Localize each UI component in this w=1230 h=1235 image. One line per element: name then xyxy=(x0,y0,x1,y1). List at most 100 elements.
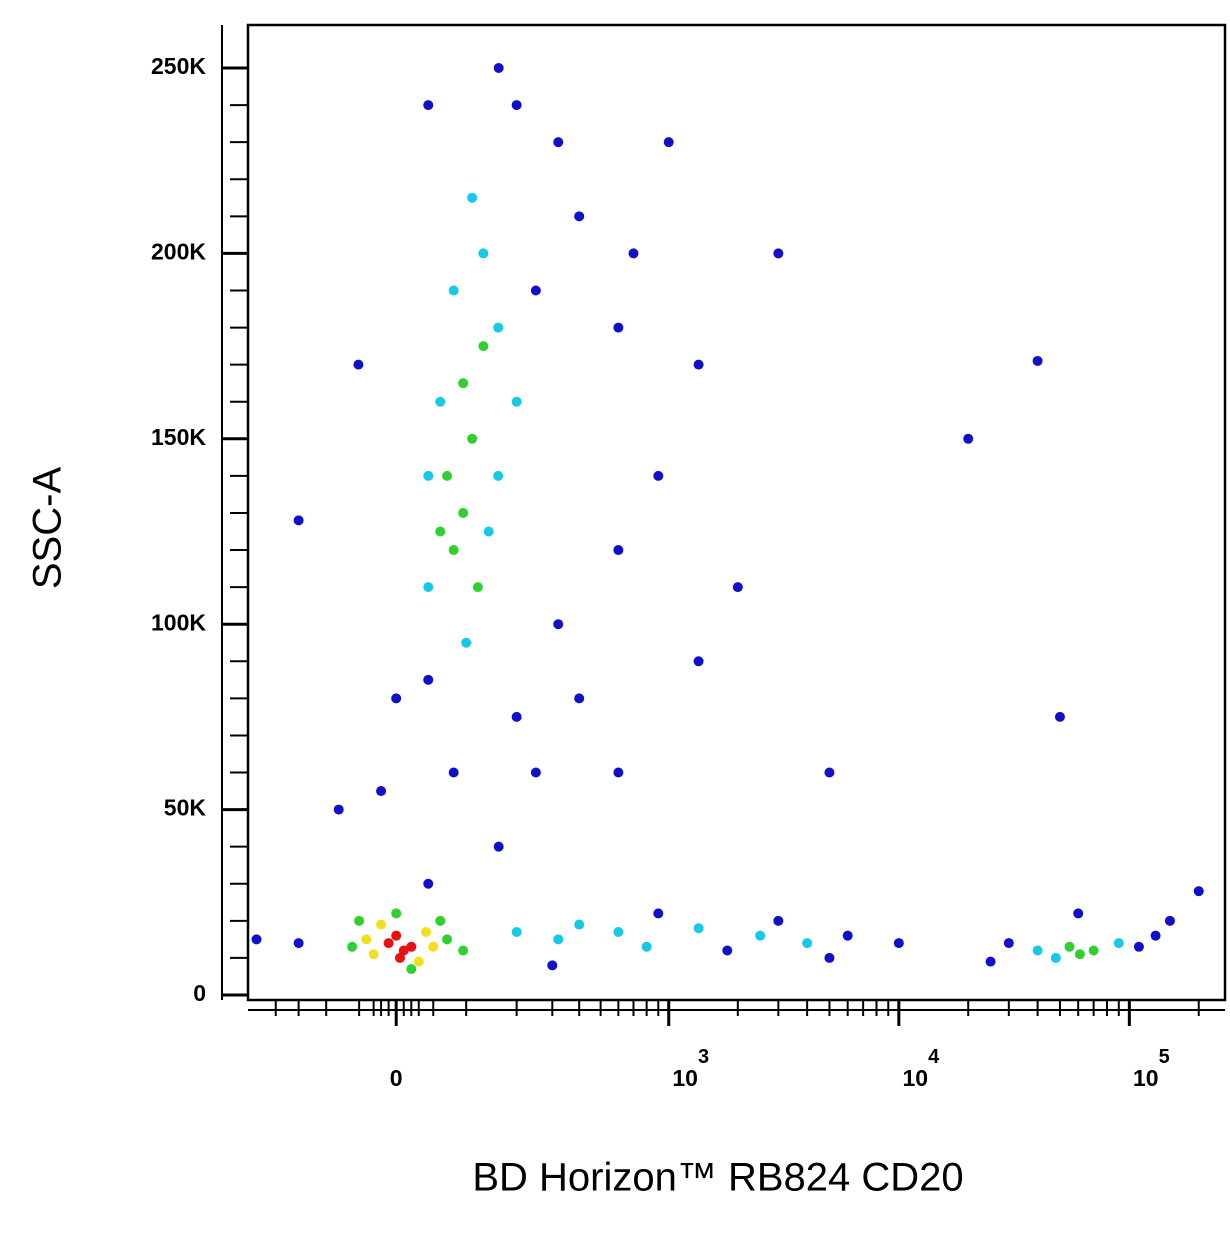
point xyxy=(511,711,522,722)
point xyxy=(423,470,434,481)
point xyxy=(293,515,304,526)
y-tick-label: 250K xyxy=(151,53,206,79)
point xyxy=(442,470,453,481)
x-tick-exponent: 3 xyxy=(698,1046,709,1068)
point xyxy=(354,915,365,926)
x-tick-label: 105 xyxy=(1133,1046,1170,1091)
point xyxy=(448,545,459,556)
x-tick-base: 10 xyxy=(672,1065,698,1091)
point xyxy=(663,137,674,148)
point xyxy=(448,767,459,778)
point xyxy=(802,938,813,949)
point xyxy=(1032,355,1043,366)
point xyxy=(553,137,564,148)
point xyxy=(435,915,446,926)
x-tick-label: 0 xyxy=(390,1065,403,1091)
point xyxy=(842,930,853,941)
point xyxy=(574,211,585,222)
point xyxy=(553,934,564,945)
point xyxy=(574,919,585,930)
point xyxy=(824,767,835,778)
point xyxy=(413,956,424,967)
x-tick-exponent: 4 xyxy=(928,1046,940,1068)
point xyxy=(435,396,446,407)
point xyxy=(251,934,262,945)
point xyxy=(1133,941,1144,952)
point xyxy=(511,926,522,937)
point xyxy=(398,945,409,956)
x-tick-exponent: 5 xyxy=(1159,1046,1170,1068)
point xyxy=(693,656,704,667)
point xyxy=(293,938,304,949)
point xyxy=(368,949,379,960)
point xyxy=(391,930,402,941)
point xyxy=(472,582,483,593)
point xyxy=(493,841,504,852)
point xyxy=(347,941,358,952)
point xyxy=(722,945,733,956)
point xyxy=(428,941,439,952)
point xyxy=(376,786,387,797)
point xyxy=(1113,938,1124,949)
point xyxy=(1150,930,1161,941)
point xyxy=(985,956,996,967)
point xyxy=(458,945,469,956)
point xyxy=(361,934,372,945)
point xyxy=(423,582,434,593)
point xyxy=(333,804,344,815)
point xyxy=(1050,952,1061,963)
point xyxy=(1064,941,1075,952)
point xyxy=(461,637,472,648)
point xyxy=(1193,886,1204,897)
y-tick-label: 50K xyxy=(164,795,207,821)
point xyxy=(383,938,394,949)
point xyxy=(435,526,446,537)
point xyxy=(893,938,904,949)
point xyxy=(613,322,624,333)
point xyxy=(773,248,784,259)
point xyxy=(493,322,504,333)
point xyxy=(511,100,522,111)
point xyxy=(574,693,585,704)
x-tick-base: 10 xyxy=(1133,1065,1159,1091)
point xyxy=(478,341,489,352)
point xyxy=(1088,945,1099,956)
point xyxy=(442,934,453,945)
point xyxy=(963,433,974,444)
point xyxy=(423,878,434,889)
point xyxy=(547,960,558,971)
point xyxy=(483,526,494,537)
point xyxy=(423,674,434,685)
point xyxy=(693,359,704,370)
point xyxy=(448,285,459,296)
point xyxy=(406,941,417,952)
point xyxy=(493,63,504,74)
point xyxy=(693,923,704,934)
x-tick-base: 10 xyxy=(902,1065,928,1091)
point xyxy=(478,248,489,259)
point xyxy=(493,470,504,481)
point xyxy=(653,908,664,919)
point xyxy=(530,285,541,296)
point xyxy=(732,582,743,593)
point xyxy=(391,693,402,704)
point xyxy=(391,908,402,919)
point xyxy=(773,915,784,926)
point xyxy=(394,952,405,963)
point xyxy=(613,767,624,778)
point xyxy=(423,100,434,111)
x-tick-label: 104 xyxy=(902,1046,940,1091)
point xyxy=(553,619,564,630)
y-tick-label: 150K xyxy=(151,424,206,450)
x-axis-label: BD Horizon™ RB824 CD20 xyxy=(472,1156,963,1200)
point xyxy=(458,378,469,389)
point xyxy=(628,248,639,259)
point xyxy=(467,192,478,203)
point xyxy=(406,964,417,975)
point xyxy=(511,396,522,407)
point xyxy=(1073,908,1084,919)
y-tick-label: 200K xyxy=(151,238,206,264)
point xyxy=(376,919,387,930)
point xyxy=(421,926,432,937)
